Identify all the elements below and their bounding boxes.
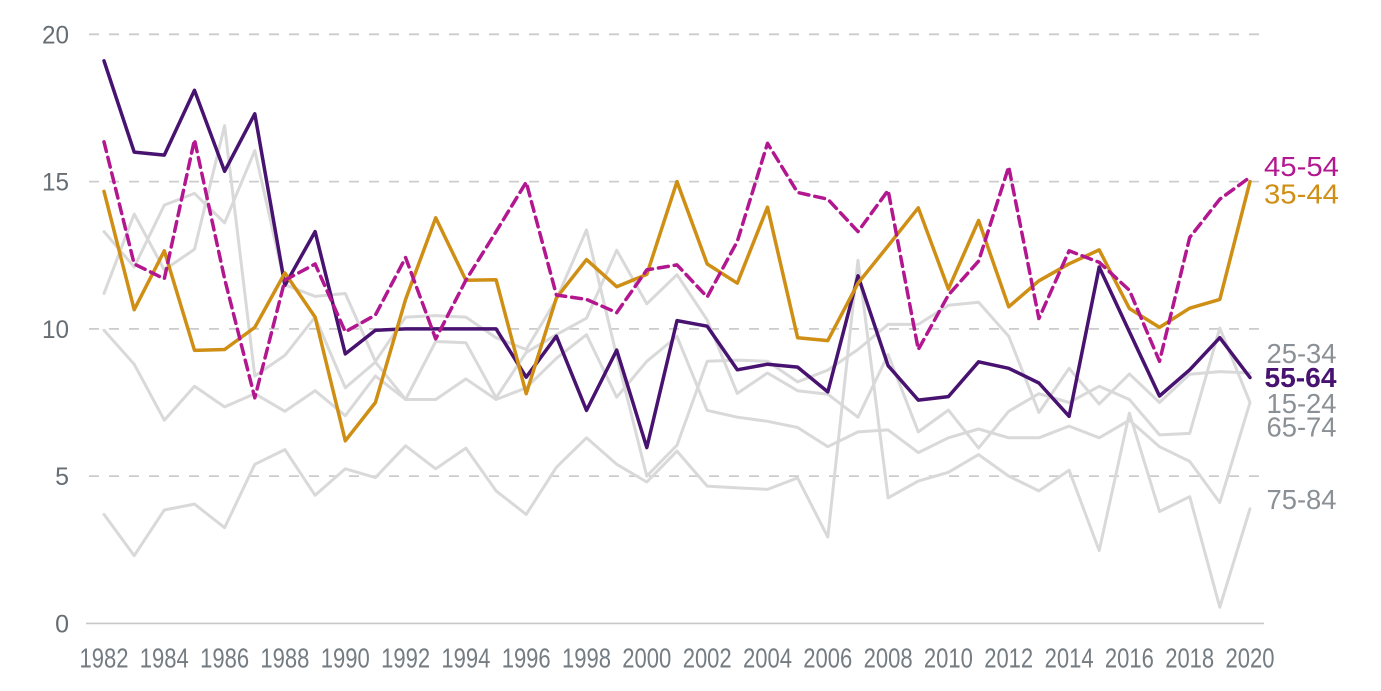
svg-text:2000: 2000 — [622, 643, 671, 674]
svg-text:2004: 2004 — [743, 643, 792, 674]
svg-text:2012: 2012 — [984, 643, 1033, 674]
svg-text:2002: 2002 — [683, 643, 732, 674]
svg-text:0: 0 — [55, 610, 69, 638]
svg-text:15-24: 15-24 — [1267, 388, 1337, 419]
svg-text:1992: 1992 — [381, 643, 430, 674]
svg-text:1990: 1990 — [321, 643, 370, 674]
svg-text:1984: 1984 — [140, 643, 189, 674]
svg-text:65-74: 65-74 — [1267, 412, 1337, 443]
svg-text:25-34: 25-34 — [1267, 338, 1337, 369]
svg-text:75-84: 75-84 — [1267, 484, 1337, 515]
svg-text:1996: 1996 — [502, 643, 551, 674]
svg-text:2016: 2016 — [1105, 643, 1154, 674]
svg-text:5: 5 — [55, 463, 69, 491]
svg-text:10: 10 — [42, 316, 69, 344]
svg-text:1994: 1994 — [441, 643, 490, 674]
svg-text:45-54: 45-54 — [1264, 151, 1339, 182]
svg-text:55-64: 55-64 — [1265, 362, 1337, 393]
svg-text:2006: 2006 — [803, 643, 852, 674]
svg-text:2018: 2018 — [1165, 643, 1214, 674]
svg-text:1988: 1988 — [260, 643, 309, 674]
svg-text:1998: 1998 — [562, 643, 611, 674]
svg-text:1986: 1986 — [200, 643, 249, 674]
svg-text:2020: 2020 — [1226, 643, 1275, 674]
svg-text:35-44: 35-44 — [1264, 179, 1339, 210]
svg-text:15: 15 — [42, 169, 69, 197]
svg-text:20: 20 — [42, 21, 69, 49]
svg-text:1982: 1982 — [80, 643, 129, 674]
svg-text:2014: 2014 — [1045, 643, 1094, 674]
svg-text:2008: 2008 — [864, 643, 913, 674]
svg-text:2010: 2010 — [924, 643, 973, 674]
